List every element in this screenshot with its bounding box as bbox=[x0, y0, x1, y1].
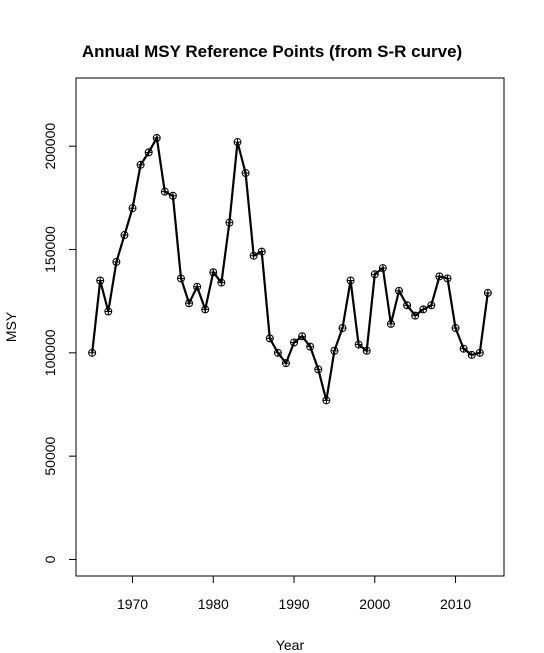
data-point bbox=[475, 348, 484, 357]
data-point bbox=[104, 307, 113, 316]
y-axis-label: MSY bbox=[3, 311, 19, 342]
data-point bbox=[168, 191, 177, 200]
data-point bbox=[467, 350, 476, 359]
data-point bbox=[201, 305, 210, 314]
data-point bbox=[354, 340, 363, 349]
data-point bbox=[411, 311, 420, 320]
data-point bbox=[386, 319, 395, 328]
y-tick-label: 100000 bbox=[42, 329, 58, 376]
y-axis: 0 50000 100000 150000 200000 bbox=[42, 123, 76, 563]
data-point bbox=[225, 218, 234, 227]
plot-frame bbox=[75, 77, 505, 577]
y-tick-label: 50000 bbox=[42, 436, 58, 475]
data-point bbox=[314, 365, 323, 374]
data-point bbox=[395, 286, 404, 295]
data-point bbox=[427, 301, 436, 310]
data-point bbox=[209, 268, 218, 277]
data-point bbox=[152, 133, 161, 142]
data-point bbox=[306, 342, 315, 351]
data-point bbox=[290, 338, 299, 347]
data-point bbox=[298, 332, 307, 341]
data-point bbox=[346, 276, 355, 285]
x-tick-label: 1970 bbox=[117, 596, 148, 612]
data-point bbox=[435, 272, 444, 281]
data-point bbox=[128, 204, 137, 213]
data-point bbox=[419, 305, 428, 314]
data-point bbox=[217, 278, 226, 287]
data-point bbox=[403, 301, 412, 310]
data-point bbox=[193, 282, 202, 291]
data-point bbox=[443, 274, 452, 283]
data-point bbox=[185, 299, 194, 308]
x-tick-label: 1980 bbox=[198, 596, 229, 612]
x-axis: 1970 1980 1990 2000 2010 bbox=[117, 576, 471, 612]
y-tick-label: 150000 bbox=[42, 226, 58, 273]
data-point bbox=[338, 324, 347, 333]
data-point bbox=[330, 346, 339, 355]
x-axis-label: Year bbox=[276, 637, 305, 653]
data-point bbox=[362, 346, 371, 355]
data-point bbox=[112, 257, 121, 266]
data-point bbox=[233, 138, 242, 147]
data-point bbox=[241, 169, 250, 178]
y-tick-label: 200000 bbox=[42, 123, 58, 170]
data-point bbox=[378, 264, 387, 273]
data-point bbox=[249, 251, 258, 260]
data-point bbox=[144, 148, 153, 157]
msy-series-line bbox=[91, 134, 489, 401]
data-point bbox=[273, 348, 282, 357]
chart-title: Annual MSY Reference Points (from S-R cu… bbox=[82, 42, 462, 61]
data-point bbox=[265, 334, 274, 343]
x-tick-label: 2010 bbox=[440, 596, 471, 612]
data-point bbox=[257, 247, 266, 256]
y-tick-label: 0 bbox=[42, 555, 58, 563]
data-point bbox=[160, 187, 169, 196]
data-point bbox=[483, 288, 492, 297]
data-point bbox=[322, 396, 331, 405]
data-point bbox=[176, 274, 185, 283]
data-point bbox=[120, 231, 129, 240]
data-point bbox=[96, 276, 105, 285]
x-tick-label: 2000 bbox=[359, 596, 390, 612]
data-points bbox=[88, 133, 492, 405]
data-point bbox=[459, 344, 468, 353]
data-point bbox=[136, 160, 145, 169]
data-point bbox=[281, 359, 290, 368]
data-point bbox=[370, 270, 379, 279]
data-point bbox=[88, 348, 97, 357]
x-tick-label: 1990 bbox=[278, 596, 309, 612]
data-point bbox=[451, 324, 460, 333]
